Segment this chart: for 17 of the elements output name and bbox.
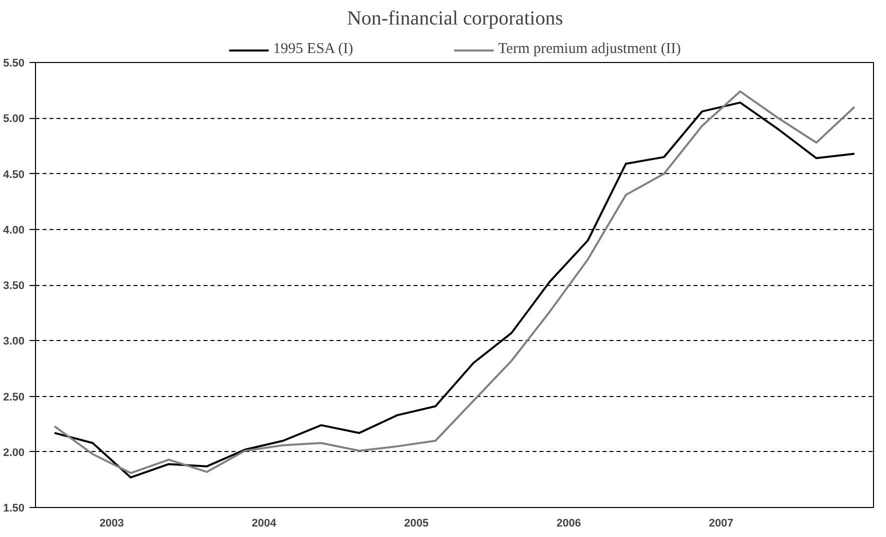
legend-label: Term premium adjustment (II)	[498, 41, 681, 58]
y-tick-label: 1.50	[3, 502, 25, 514]
y-tick-label: 3.50	[3, 280, 25, 292]
y-tick-label: 4.50	[3, 168, 25, 181]
x-tick-label: 2004	[252, 518, 278, 530]
chart-title: Non-financial corporations	[346, 8, 564, 30]
y-tick-label: 2.50	[3, 391, 25, 404]
x-tick-label: 2007	[708, 518, 734, 530]
y-tick-label: 2.00	[3, 446, 25, 459]
y-tick-label: 4.00	[3, 224, 25, 236]
x-tick-label: 2006	[556, 518, 582, 530]
legend-label: 1995 ESA (I)	[273, 41, 354, 58]
x-tick-label: 2005	[404, 518, 429, 530]
y-tick-label: 5.50	[3, 58, 25, 70]
y-tick-label: 5.00	[3, 113, 25, 126]
y-tick-label: 3.00	[3, 336, 25, 348]
x-tick-label: 2003	[99, 518, 124, 530]
